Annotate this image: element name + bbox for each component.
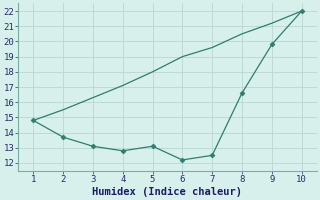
X-axis label: Humidex (Indice chaleur): Humidex (Indice chaleur): [92, 186, 243, 197]
